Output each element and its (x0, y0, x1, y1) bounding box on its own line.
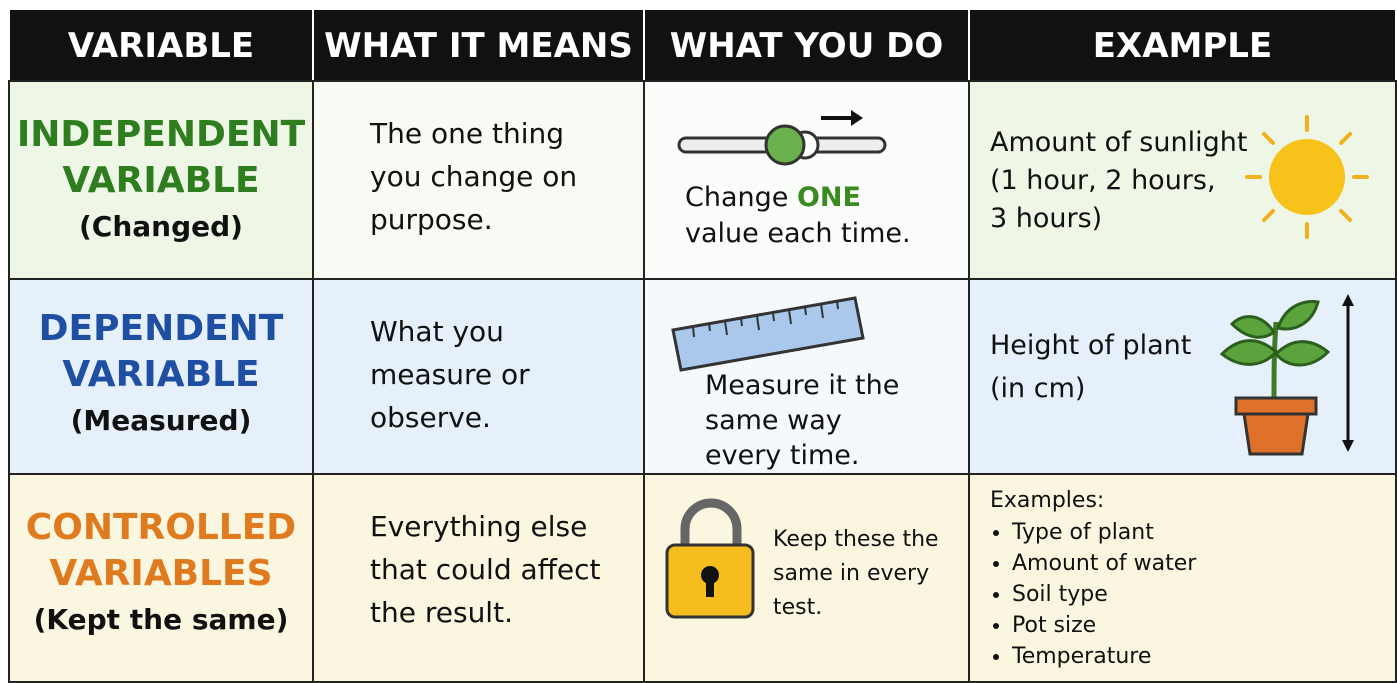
example-line: 3 hours) (990, 203, 1103, 234)
variable-name: VARIABLE (62, 160, 260, 201)
means-text: Everything else that could affect the re… (370, 510, 601, 629)
variable-note: (Kept the same) (33, 603, 289, 636)
example-item: Pot size (1012, 610, 1196, 641)
example-line: (in cm) (990, 373, 1086, 404)
example-item: Soil type (1012, 579, 1196, 610)
do-cell: Measure it the same way every time. (643, 278, 970, 475)
variable-name: VARIABLES (49, 553, 273, 594)
example-cell: Examples: Type of plant Amount of water … (968, 473, 1397, 683)
do-text-part: Change (685, 182, 789, 213)
header-cell: WHAT IT MEANS (312, 10, 645, 82)
example-cell: Height of plant (in cm) (968, 278, 1397, 475)
example-text: Amount of sunlight (1 hour, 2 hours, 3 h… (990, 124, 1247, 238)
do-text: Change ONE value each time. (685, 180, 945, 252)
header-cell: WHAT YOU DO (643, 10, 970, 82)
variable-cell: DEPENDENT VARIABLE (Measured) (8, 278, 314, 475)
example-cell: Amount of sunlight (1 hour, 2 hours, 3 h… (968, 80, 1397, 280)
do-cell: Keep these the same in every test. (643, 473, 970, 683)
header-cell: VARIABLE (8, 10, 314, 82)
example-heading: Examples: (990, 488, 1105, 513)
variable-name: DEPENDENT (38, 308, 284, 349)
example-text: Height of plant (in cm) (990, 324, 1191, 410)
variable-name: VARIABLE (62, 354, 260, 395)
example-line: (1 hour, 2 hours, (990, 165, 1216, 196)
header-cell: EXAMPLE (968, 10, 1397, 82)
slider-icon (677, 110, 887, 166)
do-text-part: value each time. (685, 218, 911, 249)
plant-icon (1219, 294, 1354, 456)
do-text: Measure it the same way every time. (705, 370, 900, 471)
means-cell: The one thing you change on purpose. (312, 80, 645, 280)
means-text: The one thing you change on purpose. (370, 117, 578, 236)
do-highlight: ONE (796, 182, 861, 213)
example-list: Type of plant Amount of water Soil type … (990, 517, 1196, 672)
example-item: Type of plant (1012, 517, 1196, 548)
example-line: Amount of sunlight (990, 127, 1248, 158)
variable-name: INDEPENDENT (16, 114, 306, 155)
means-text: What you measure or observe. (370, 315, 530, 434)
ruler-icon (671, 296, 865, 372)
variable-cell: CONTROLLED VARIABLES (Kept the same) (8, 473, 314, 683)
variable-cell: INDEPENDENT VARIABLE (Changed) (8, 80, 314, 280)
lock-icon (665, 498, 755, 619)
means-cell: What you measure or observe. (312, 278, 645, 475)
variable-note: (Changed) (79, 210, 243, 243)
sun-icon (1245, 115, 1369, 239)
do-cell: Change ONE value each time. (643, 80, 970, 280)
example-line: Height of plant (990, 330, 1192, 361)
example-item: Amount of water (1012, 548, 1196, 579)
means-cell: Everything else that could affect the re… (312, 473, 645, 683)
variable-note: (Measured) (70, 404, 252, 437)
variable-name: CONTROLLED (25, 507, 297, 548)
example-text: Examples: Type of plant Amount of water … (990, 485, 1196, 672)
example-item: Temperature (1012, 641, 1196, 672)
do-text: Keep these the same in every test. (773, 527, 939, 620)
